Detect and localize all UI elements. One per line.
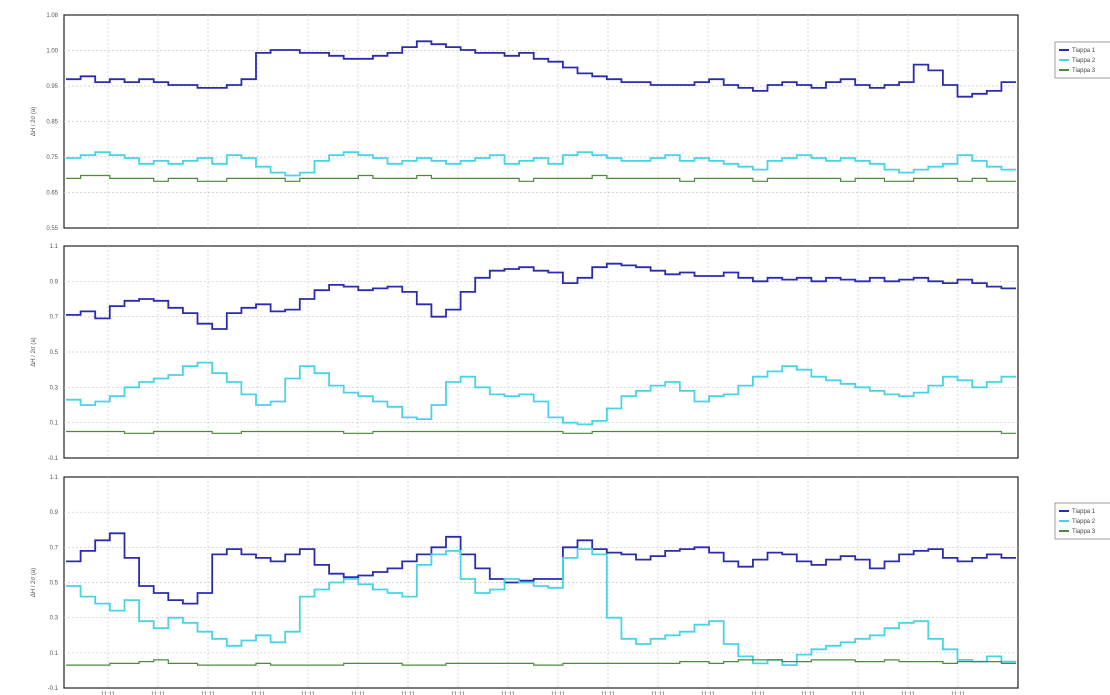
legend-entry: Tiарра 3 bbox=[1072, 68, 1096, 74]
y-tick-label: 0.65 bbox=[46, 191, 58, 197]
y-tick-label: 1.00 bbox=[46, 49, 58, 55]
y-tick-label: 0.5 bbox=[50, 581, 59, 587]
x-tick-label: 11:11 bbox=[801, 692, 816, 695]
x-tick-label: 11:11 bbox=[701, 692, 716, 695]
y-tick-label: 1.08 bbox=[46, 13, 58, 19]
legend-entry: Tiарра 1 bbox=[1072, 48, 1096, 54]
x-tick-label: 11:11 bbox=[151, 692, 166, 695]
series-line-2 bbox=[66, 548, 1016, 666]
legend-entry: Tiарра 3 bbox=[1072, 529, 1096, 535]
x-tick-label: 11:11 bbox=[101, 692, 116, 695]
y-tick-label: 1.1 bbox=[50, 475, 59, 481]
series-line-3 bbox=[66, 659, 1016, 666]
legend: Tiарра 1 Tiарра 2 Tiарра 3 bbox=[1054, 41, 1110, 79]
y-tick-label: 0.55 bbox=[46, 226, 58, 232]
legend-entry: Tiарра 2 bbox=[1072, 58, 1096, 64]
x-tick-label: 11:11 bbox=[751, 692, 766, 695]
x-tick-label: 11:11 bbox=[251, 692, 266, 695]
y-tick-label: 0.3 bbox=[50, 616, 59, 622]
legend-entry: Tiарра 1 bbox=[1072, 509, 1096, 515]
y-tick-label: 0.1 bbox=[50, 651, 59, 657]
y-axis-label: ΔH / 2σ (a) bbox=[31, 107, 37, 136]
y-tick-label: 0.75 bbox=[46, 155, 58, 161]
series-line-1 bbox=[66, 262, 1016, 330]
y-axis-label: ΔH / 2σ (a) bbox=[31, 337, 37, 366]
y-tick-label: 1.1 bbox=[50, 244, 59, 250]
y-tick-label: 0.85 bbox=[46, 120, 58, 126]
y-axis-label: ΔH / 2σ (a) bbox=[31, 568, 37, 597]
legend-entry: Tiарра 2 bbox=[1072, 519, 1096, 525]
chart-panel-3: 1.1 0.9 0.7 0.5 0.3 0.1 -0.1 ΔH / 2σ (a) 11:11 11… bbox=[31, 475, 1110, 695]
series-line-2 bbox=[66, 361, 1016, 426]
y-tick-label: 0.5 bbox=[50, 350, 59, 356]
series-line-3 bbox=[66, 174, 1016, 182]
y-tick-label: 0.9 bbox=[50, 279, 59, 285]
x-tick-label: 11:11 bbox=[351, 692, 366, 695]
series-line-2 bbox=[66, 151, 1016, 177]
x-tick-label: 11:11 bbox=[201, 692, 216, 695]
y-tick-label: -0.1 bbox=[48, 686, 59, 692]
chart-panel-2: 1.1 0.9 0.7 0.5 0.3 0.1 -0.1 ΔH / 2σ (a) bbox=[31, 244, 1019, 462]
legend: Tiарра 1 Tiарра 2 Tiарра 3 bbox=[1054, 502, 1110, 540]
x-tick-label: 11:11 bbox=[851, 692, 866, 695]
y-tick-label: 0.9 bbox=[50, 510, 59, 516]
y-tick-label: -0.1 bbox=[48, 456, 59, 462]
x-tick-label: 11:11 bbox=[551, 692, 566, 695]
chart-panel-1: 1.08 1.00 0.95 0.85 0.75 0.65 0.55 ΔH / 2σ (a) T… bbox=[31, 13, 1110, 232]
series-line-1 bbox=[66, 40, 1016, 98]
x-tick-label: 11:11 bbox=[901, 692, 916, 695]
x-tick-label: 11:11 bbox=[951, 692, 966, 695]
series-line-1 bbox=[66, 532, 1016, 605]
x-tick-label: 11:11 bbox=[651, 692, 666, 695]
y-tick-label: 0.95 bbox=[46, 84, 58, 90]
y-tick-label: 0.7 bbox=[50, 545, 59, 551]
y-tick-label: 0.3 bbox=[50, 385, 59, 391]
y-tick-label: 0.1 bbox=[50, 421, 59, 427]
x-tick-label: 11:11 bbox=[401, 692, 416, 695]
x-tick-label: 11:11 bbox=[451, 692, 466, 695]
y-tick-label: 0.7 bbox=[50, 315, 59, 321]
x-tick-label: 11:11 bbox=[501, 692, 516, 695]
x-tick-label: 11:11 bbox=[301, 692, 316, 695]
x-tick-label: 11:11 bbox=[601, 692, 616, 695]
series-line-3 bbox=[66, 430, 1016, 434]
